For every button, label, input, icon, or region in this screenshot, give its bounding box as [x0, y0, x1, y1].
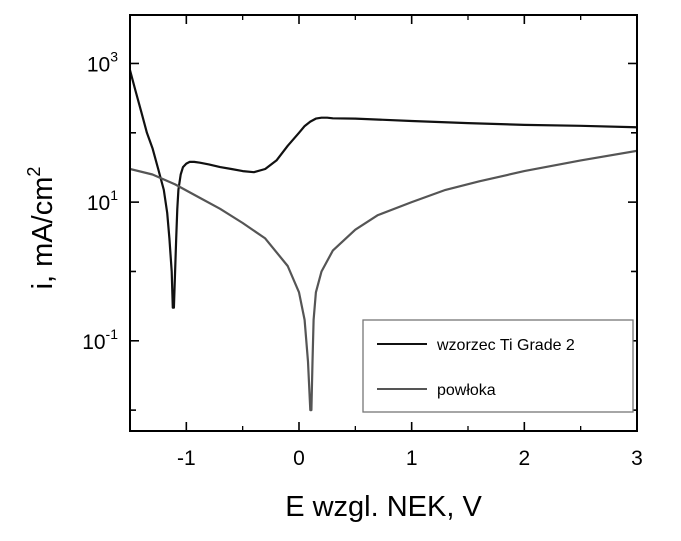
x-axis-label: E wzgl. NEK, V [285, 491, 482, 523]
series-line-2 [130, 149, 637, 412]
y-axis-label-superscript: 2 [24, 167, 44, 177]
series-layer [130, 69, 637, 412]
y-tick-label-exponent: 1 [110, 187, 118, 203]
y-tick-label-exponent: 3 [110, 48, 118, 64]
series-line-1 [130, 69, 637, 309]
y-tick-label: 10-1 [82, 326, 118, 354]
x-tick-label: 3 [631, 447, 643, 470]
y-tick-label-exponent: -1 [106, 326, 119, 342]
legend-label-1: wzorzec Ti Grade 2 [436, 337, 575, 354]
y-axis-label: i, mA/cm2 [24, 167, 59, 290]
y-tick-label-base: 10 [82, 331, 105, 354]
legend-box [362, 319, 634, 413]
y-tick-label-base: 10 [87, 53, 110, 76]
plot-frame [129, 14, 638, 432]
y-tick-label: 101 [87, 187, 118, 215]
legend: wzorzec Ti Grade 2 powłoka [362, 319, 634, 413]
y-tick-label: 103 [87, 48, 118, 76]
y-tick-label-base: 10 [87, 192, 110, 215]
x-tick-label: 0 [293, 447, 305, 470]
x-tick-label: -1 [177, 447, 196, 470]
y-axis-label-main: i, mA/cm [27, 177, 59, 290]
x-tick-label: 2 [518, 447, 530, 470]
x-tick-label: 1 [406, 447, 418, 470]
legend-label-2: powłoka [437, 382, 496, 399]
